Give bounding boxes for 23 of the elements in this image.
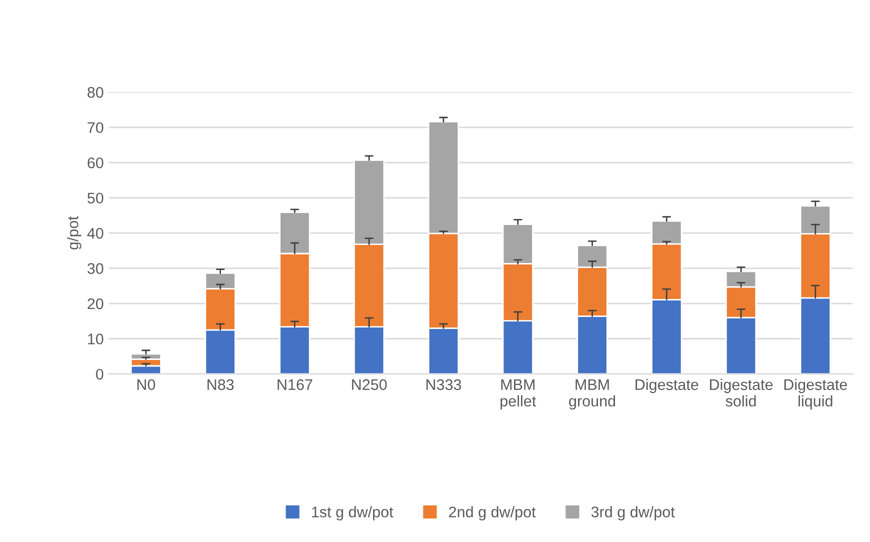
legend-label: 1st g dw/pot: [312, 506, 394, 520]
y-tick-label: 0: [96, 368, 104, 380]
x-tick-label: N333: [426, 379, 462, 390]
y-tick-label: 80: [88, 87, 104, 98]
x-tick-label: Digestate: [636, 378, 698, 394]
y-tick-label: 10: [88, 334, 104, 344]
x-tick-label: N83: [208, 379, 234, 390]
x-tick-label: N167: [278, 379, 312, 390]
y-tick-label: 70: [88, 122, 104, 134]
y-tick-label: 40: [87, 228, 104, 239]
y-tick-label: 20: [88, 298, 104, 310]
x-tick-label: MBM ground: [569, 379, 616, 410]
x-tick-label: Digestate solid: [710, 378, 773, 407]
legend-label: 2nd g dw/pot: [449, 506, 536, 520]
x-tick-label: MBM pellet: [500, 379, 536, 410]
y-axis-title: g/pot: [67, 216, 82, 250]
legend-label: 3rd g dw/pot: [591, 506, 675, 520]
x-tick-label: Digestate liquid: [784, 378, 847, 410]
x-tick-label: N0: [137, 379, 156, 390]
y-tick-label: 30: [87, 263, 104, 274]
y-tick-label: 50: [88, 192, 104, 204]
x-tick-label: N250: [352, 379, 387, 390]
y-tick-label: 60: [88, 157, 104, 168]
